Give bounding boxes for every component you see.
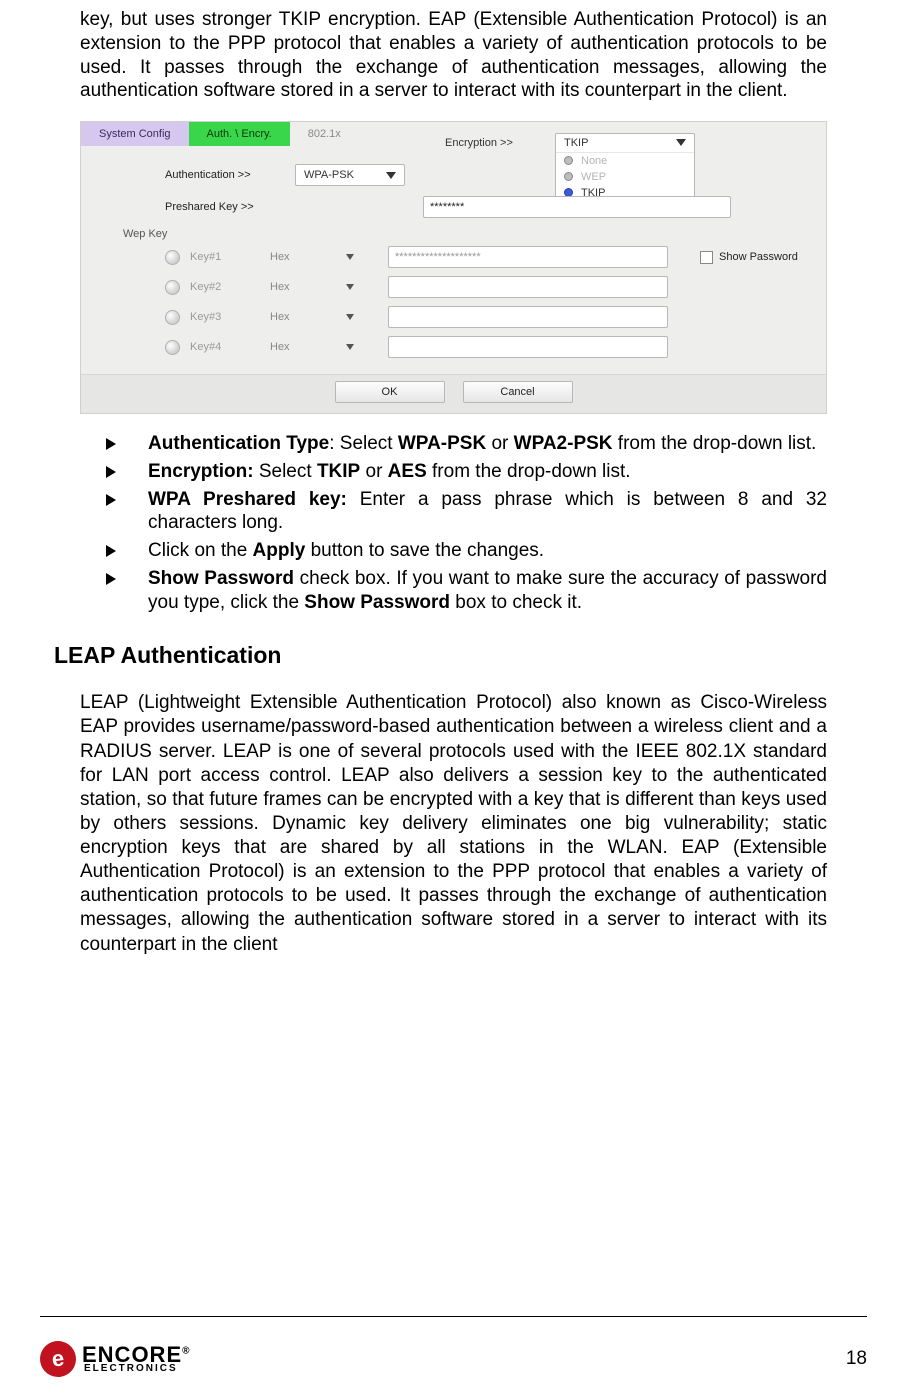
ok-button[interactable]: OK — [335, 381, 445, 403]
chevron-down-icon — [346, 254, 354, 260]
key4-type-select[interactable]: Hex — [264, 337, 360, 357]
wep-key-heading: Wep Key — [123, 228, 808, 240]
psk-input[interactable]: ******** — [423, 196, 731, 218]
checkbox-icon — [700, 251, 713, 264]
list-item: WPA Preshared key: Enter a pass phrase w… — [98, 488, 827, 536]
instruction-list: Authentication Type: Select WPA-PSK or W… — [98, 432, 827, 614]
leap-paragraph: LEAP (Lightweight Extensible Authenticat… — [80, 691, 827, 956]
enc-option-none[interactable]: None — [556, 153, 694, 169]
chevron-down-icon — [386, 172, 396, 179]
logo-sub-text: ELECTRONICS — [82, 1364, 191, 1373]
key3-label: Key#3 — [190, 311, 264, 323]
encryption-select-value: TKIP — [564, 137, 588, 149]
key1-type-select[interactable]: Hex — [264, 247, 360, 267]
chevron-down-icon — [346, 344, 354, 350]
key2-radio[interactable] — [165, 280, 180, 295]
key4-radio[interactable] — [165, 340, 180, 355]
tab-system-config[interactable]: System Config — [81, 122, 189, 146]
encryption-label: Encryption >> — [445, 133, 555, 149]
chevron-down-icon — [346, 314, 354, 320]
leap-heading: LEAP Authentication — [54, 642, 827, 669]
auth-select[interactable]: WPA-PSK — [295, 164, 405, 186]
tab-8021x[interactable]: 802.1x — [290, 122, 359, 146]
logo-main-text: ENCORE® — [82, 1345, 191, 1365]
cancel-button[interactable]: Cancel — [463, 381, 573, 403]
brand-logo: e ENCORE® ELECTRONICS — [40, 1341, 191, 1377]
show-password-checkbox[interactable]: Show Password — [700, 251, 798, 264]
tab-auth-encry[interactable]: Auth. \ Encry. — [189, 122, 290, 146]
key4-label: Key#4 — [190, 341, 264, 353]
list-item: Authentication Type: Select WPA-PSK or W… — [98, 432, 827, 456]
key3-input[interactable] — [388, 306, 668, 328]
chevron-down-icon — [346, 284, 354, 290]
psk-label: Preshared Key >> — [165, 201, 295, 213]
key3-radio[interactable] — [165, 310, 180, 325]
intro-paragraph: key, but uses stronger TKIP encryption. … — [80, 8, 827, 103]
key1-input[interactable]: ******************** — [388, 246, 668, 268]
key2-type-select[interactable]: Hex — [264, 277, 360, 297]
auth-label: Authentication >> — [165, 169, 295, 181]
list-item: Encryption: Select TKIP or AES from the … — [98, 460, 827, 484]
auth-select-value: WPA-PSK — [304, 169, 354, 181]
enc-option-wep[interactable]: WEP — [556, 169, 694, 185]
config-panel: System Config Auth. \ Encry. 802.1x Auth… — [80, 121, 827, 414]
list-item: Click on the Apply button to save the ch… — [98, 539, 827, 563]
key4-input[interactable] — [388, 336, 668, 358]
key3-type-select[interactable]: Hex — [264, 307, 360, 327]
footer-divider — [40, 1316, 867, 1317]
chevron-down-icon — [676, 139, 686, 146]
list-item: Show Password check box. If you want to … — [98, 567, 827, 615]
key1-label: Key#1 — [190, 251, 264, 263]
page-number: 18 — [846, 1348, 867, 1370]
key2-label: Key#2 — [190, 281, 264, 293]
show-password-label: Show Password — [719, 251, 798, 263]
key2-input[interactable] — [388, 276, 668, 298]
logo-icon: e — [38, 1339, 79, 1380]
key1-radio[interactable] — [165, 250, 180, 265]
